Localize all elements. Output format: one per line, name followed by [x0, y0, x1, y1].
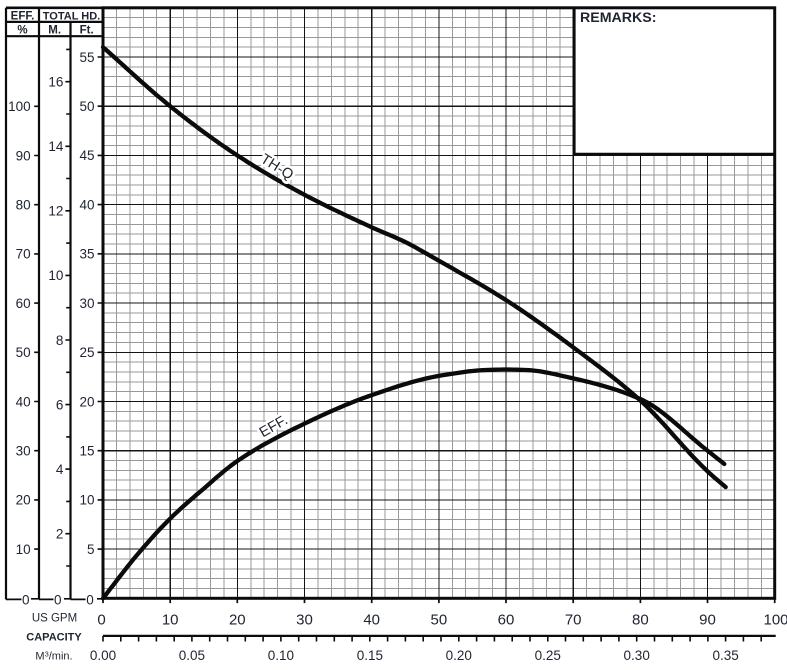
- svg-text:0.30: 0.30: [624, 648, 650, 663]
- svg-text:US GPM: US GPM: [32, 613, 77, 625]
- svg-text:0.25: 0.25: [535, 648, 561, 663]
- svg-text:50: 50: [16, 345, 31, 360]
- svg-text:55: 55: [79, 50, 94, 65]
- svg-text:70: 70: [565, 611, 582, 628]
- svg-text:8: 8: [56, 333, 64, 348]
- svg-text:80: 80: [632, 611, 649, 628]
- svg-text:5: 5: [87, 542, 95, 557]
- svg-text:REMARKS:: REMARKS:: [580, 10, 656, 26]
- svg-text:10: 10: [162, 611, 179, 628]
- svg-text:0.10: 0.10: [268, 648, 294, 663]
- svg-text:50: 50: [431, 611, 448, 628]
- svg-text:0.15: 0.15: [357, 648, 383, 663]
- svg-text:M3/min.: M3/min.: [35, 650, 72, 663]
- svg-text:0.05: 0.05: [179, 648, 205, 663]
- svg-text:0: 0: [22, 592, 30, 607]
- svg-text:M.: M.: [48, 25, 61, 37]
- svg-text:70: 70: [16, 247, 31, 262]
- svg-text:0.20: 0.20: [446, 648, 472, 663]
- svg-text:100: 100: [8, 99, 31, 114]
- svg-text:15: 15: [79, 444, 94, 459]
- svg-text:30: 30: [296, 611, 313, 628]
- svg-text:14: 14: [48, 139, 64, 154]
- svg-text:80: 80: [16, 198, 31, 213]
- svg-text:10: 10: [48, 268, 63, 283]
- svg-text:EFF.: EFF.: [11, 10, 35, 22]
- svg-text:50: 50: [79, 99, 94, 114]
- svg-text:0: 0: [54, 592, 62, 607]
- svg-text:45: 45: [79, 148, 94, 163]
- svg-text:%: %: [17, 25, 27, 37]
- svg-text:2: 2: [56, 527, 64, 542]
- svg-text:10: 10: [16, 542, 31, 557]
- svg-text:6: 6: [56, 397, 64, 412]
- svg-text:40: 40: [363, 611, 380, 628]
- svg-text:90: 90: [16, 148, 31, 163]
- svg-text:30: 30: [79, 296, 94, 311]
- svg-text:35: 35: [79, 247, 94, 262]
- svg-text:Ft.: Ft.: [80, 25, 94, 37]
- svg-text:12: 12: [48, 204, 63, 219]
- svg-text:60: 60: [16, 296, 31, 311]
- svg-text:0.00: 0.00: [90, 648, 116, 663]
- svg-text:20: 20: [16, 493, 31, 508]
- svg-text:10: 10: [79, 493, 94, 508]
- svg-text:CAPACITY: CAPACITY: [26, 632, 82, 644]
- svg-text:0.35: 0.35: [712, 648, 738, 663]
- svg-text:40: 40: [16, 394, 31, 409]
- svg-text:TOTAL HD.: TOTAL HD.: [43, 10, 100, 22]
- svg-text:20: 20: [229, 611, 246, 628]
- svg-text:60: 60: [498, 611, 515, 628]
- svg-text:30: 30: [16, 444, 31, 459]
- svg-text:100: 100: [763, 611, 787, 628]
- svg-text:90: 90: [699, 611, 716, 628]
- svg-text:40: 40: [79, 197, 94, 212]
- svg-text:16: 16: [48, 75, 63, 90]
- svg-text:4: 4: [56, 462, 64, 477]
- svg-text:0: 0: [97, 611, 105, 628]
- svg-text:20: 20: [79, 394, 94, 409]
- svg-text:0: 0: [86, 592, 94, 607]
- svg-text:25: 25: [79, 345, 94, 360]
